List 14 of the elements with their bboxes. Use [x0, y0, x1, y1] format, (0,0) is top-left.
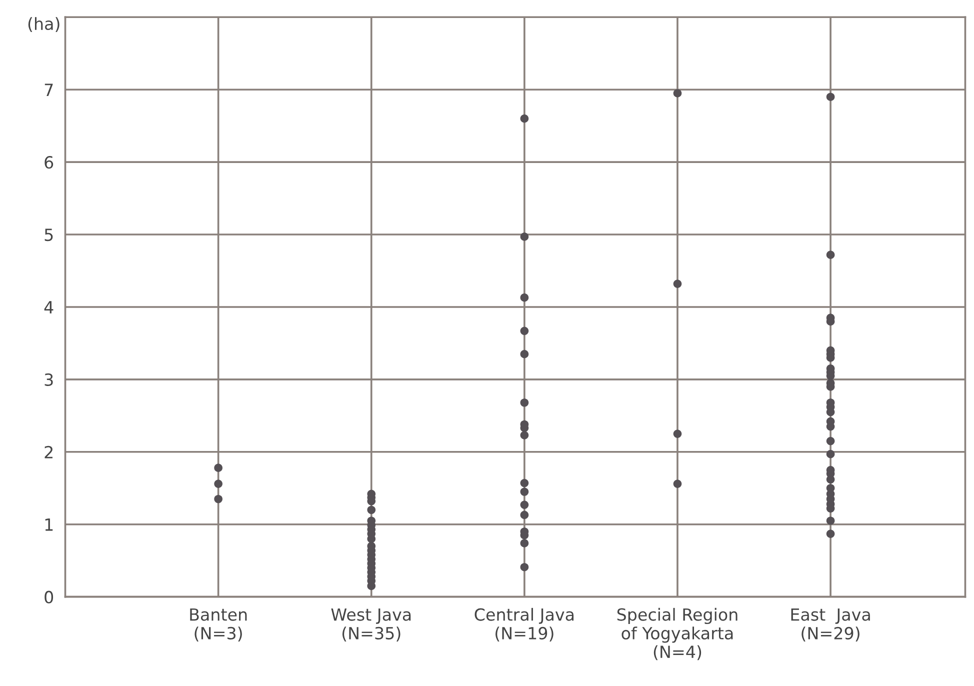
y-tick-label: 3	[44, 373, 53, 386]
y-tick-label: 0	[44, 590, 54, 604]
y-tick-label: 5	[44, 228, 53, 242]
x-tick-label: West Java (N=35)	[331, 608, 411, 642]
x-tick-label: Banten (N=3)	[190, 608, 247, 642]
y-tick-label: 1	[45, 518, 53, 531]
x-tick-label: Special Region of Yogyakarta (N=4)	[617, 608, 738, 660]
y-tick-label: 7	[44, 84, 53, 96]
y-axis-title: (ha)	[28, 17, 60, 32]
x-tick-label: East Java (N=29)	[791, 608, 870, 642]
x-tick-label: Central Java (N=19)	[474, 608, 574, 642]
y-tick-label: 4	[44, 301, 54, 314]
y-tick-label: 6	[44, 156, 54, 169]
y-tick-label: 2	[44, 446, 52, 458]
